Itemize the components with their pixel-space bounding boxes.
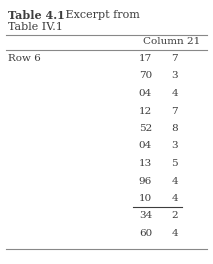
Text: Excerpt from: Excerpt from: [55, 10, 140, 20]
Text: 3: 3: [171, 142, 178, 150]
Text: 34: 34: [139, 211, 152, 220]
Text: 2: 2: [171, 211, 178, 220]
Text: 96: 96: [139, 177, 152, 186]
Text: 8: 8: [171, 124, 178, 133]
Text: 7: 7: [171, 106, 178, 116]
Text: 10: 10: [139, 194, 152, 203]
Text: Table 4.1: Table 4.1: [8, 10, 65, 21]
Text: 4: 4: [171, 194, 178, 203]
Text: 4: 4: [171, 89, 178, 98]
Text: 12: 12: [139, 106, 152, 116]
Text: 4: 4: [171, 229, 178, 238]
Text: 04: 04: [139, 142, 152, 150]
Text: 17: 17: [139, 54, 152, 63]
Text: 04: 04: [139, 89, 152, 98]
Text: Column 21: Column 21: [143, 37, 200, 46]
Text: 52: 52: [139, 124, 152, 133]
Text: Row 6: Row 6: [8, 54, 41, 63]
Text: 70: 70: [139, 72, 152, 81]
Text: 3: 3: [171, 72, 178, 81]
Text: 13: 13: [139, 159, 152, 168]
Text: 4: 4: [171, 177, 178, 186]
Text: Table IV.1: Table IV.1: [8, 22, 63, 32]
Text: 5: 5: [171, 159, 178, 168]
Text: 7: 7: [171, 54, 178, 63]
Text: 60: 60: [139, 229, 152, 238]
